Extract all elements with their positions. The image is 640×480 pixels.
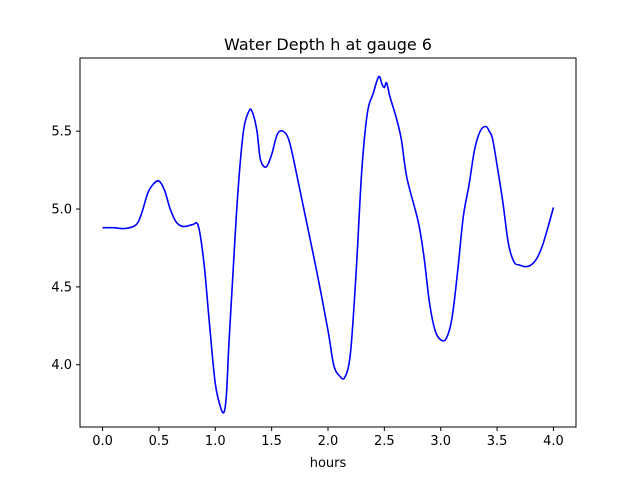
x-tick-label: 2.0 [318, 434, 339, 449]
x-tick-label: 3.0 [430, 434, 451, 449]
plot-frame [79, 57, 577, 428]
x-tick-label: 2.5 [374, 434, 395, 449]
x-tick-label: 0.5 [149, 434, 170, 449]
x-tick-label: 0.0 [92, 434, 113, 449]
chart-title: Water Depth h at gauge 6 [224, 35, 432, 54]
x-tick-label: 3.5 [487, 434, 508, 449]
y-tick-label: 5.0 [51, 203, 72, 218]
x-tick-label: 1.5 [261, 434, 282, 449]
x-axis: 0.0 0.5 1.0 1.5 2.0 2.5 3.0 3.5 4.0 [92, 427, 564, 449]
series-layer [102, 75, 555, 414]
series-line [102, 75, 555, 414]
x-axis-label: hours [310, 456, 347, 471]
y-tick-label: 4.0 [51, 358, 72, 373]
y-tick-label: 5.5 [51, 125, 72, 140]
y-axis: 4.0 4.5 5.0 5.5 [51, 125, 80, 373]
y-tick-label: 4.5 [51, 280, 72, 295]
x-tick-label: 4.0 [543, 434, 564, 449]
x-tick-label: 1.0 [205, 434, 226, 449]
